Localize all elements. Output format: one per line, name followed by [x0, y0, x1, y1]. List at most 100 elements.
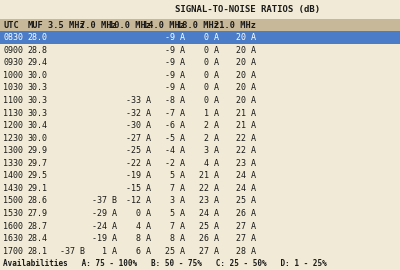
Text: 5 A: 5 A	[170, 209, 185, 218]
Text: 1500: 1500	[3, 197, 23, 205]
Text: 14.0 MHz: 14.0 MHz	[143, 21, 185, 30]
Text: 2 A: 2 A	[204, 134, 219, 143]
Text: 22 A: 22 A	[199, 184, 219, 193]
Text: 4 A: 4 A	[136, 222, 151, 231]
Text: 22 A: 22 A	[236, 146, 256, 155]
Text: 3 A: 3 A	[170, 197, 185, 205]
Text: 22 A: 22 A	[236, 134, 256, 143]
Text: 27 A: 27 A	[236, 234, 256, 243]
Text: 0 A: 0 A	[136, 209, 151, 218]
Text: -9 A: -9 A	[165, 33, 185, 42]
Text: 1330: 1330	[3, 159, 23, 168]
Text: 25 A: 25 A	[199, 222, 219, 231]
Text: 1600: 1600	[3, 222, 23, 231]
Text: 27.9: 27.9	[27, 209, 47, 218]
Text: 23 A: 23 A	[199, 197, 219, 205]
Text: 4 A: 4 A	[204, 159, 219, 168]
Bar	[0, 31, 400, 44]
Text: 1630: 1630	[3, 234, 23, 243]
Text: SIGNAL-TO-NOISE RATIOS (dB): SIGNAL-TO-NOISE RATIOS (dB)	[176, 5, 320, 14]
Text: 0 A: 0 A	[204, 46, 219, 55]
Text: 0830: 0830	[3, 33, 23, 42]
Text: 30.0: 30.0	[27, 71, 47, 80]
Text: 0930: 0930	[3, 58, 23, 67]
Text: 3 A: 3 A	[204, 146, 219, 155]
Text: 1530: 1530	[3, 209, 23, 218]
Text: -27 A: -27 A	[126, 134, 151, 143]
Text: 27 A: 27 A	[199, 247, 219, 256]
Text: -4 A: -4 A	[165, 146, 185, 155]
Text: 29.1: 29.1	[27, 184, 47, 193]
Text: MUF: MUF	[27, 21, 43, 30]
Text: 1430: 1430	[3, 184, 23, 193]
Text: -37 B: -37 B	[92, 197, 117, 205]
Text: 20 A: 20 A	[236, 71, 256, 80]
Text: 10.0 MHz: 10.0 MHz	[109, 21, 151, 30]
Text: 20 A: 20 A	[236, 33, 256, 42]
Text: 0 A: 0 A	[204, 83, 219, 92]
Text: 28.7: 28.7	[27, 222, 47, 231]
Text: 1 A: 1 A	[102, 247, 117, 256]
Text: 1 A: 1 A	[204, 109, 219, 117]
Text: -25 A: -25 A	[126, 146, 151, 155]
Text: 0 A: 0 A	[204, 71, 219, 80]
Text: -32 A: -32 A	[126, 109, 151, 117]
Text: 28.0: 28.0	[27, 33, 47, 42]
Text: 20 A: 20 A	[236, 96, 256, 105]
Text: 30.4: 30.4	[27, 121, 47, 130]
Text: 20 A: 20 A	[236, 58, 256, 67]
Text: 29.5: 29.5	[27, 171, 47, 180]
Text: 28.4: 28.4	[27, 234, 47, 243]
Text: 30.3: 30.3	[27, 83, 47, 92]
Text: -33 A: -33 A	[126, 96, 151, 105]
Text: 20 A: 20 A	[236, 46, 256, 55]
Text: 1230: 1230	[3, 134, 23, 143]
Text: -8 A: -8 A	[165, 96, 185, 105]
Text: -24 A: -24 A	[92, 222, 117, 231]
Text: 27 A: 27 A	[236, 222, 256, 231]
Text: -9 A: -9 A	[165, 46, 185, 55]
Text: 7 A: 7 A	[170, 222, 185, 231]
Text: 1000: 1000	[3, 71, 23, 80]
Text: -19 A: -19 A	[92, 234, 117, 243]
Text: 5 A: 5 A	[170, 171, 185, 180]
Text: 3.5 MHz: 3.5 MHz	[48, 21, 85, 30]
Text: 7.0 MHz: 7.0 MHz	[80, 21, 117, 30]
Text: 0900: 0900	[3, 46, 23, 55]
Text: 1400: 1400	[3, 171, 23, 180]
Text: 20 A: 20 A	[236, 83, 256, 92]
Text: 0 A: 0 A	[204, 33, 219, 42]
Text: Availabilities   A: 75 - 100%   B: 50 - 75%   C: 25 - 50%   D: 1 - 25%: Availabilities A: 75 - 100% B: 50 - 75% …	[3, 259, 327, 268]
Bar	[0, 19, 400, 31]
Text: UTC: UTC	[3, 21, 19, 30]
Text: -9 A: -9 A	[165, 58, 185, 67]
Text: -9 A: -9 A	[165, 83, 185, 92]
Text: 24 A: 24 A	[236, 184, 256, 193]
Text: -29 A: -29 A	[92, 209, 117, 218]
Text: -12 A: -12 A	[126, 197, 151, 205]
Text: 29.4: 29.4	[27, 58, 47, 67]
Text: 30.3: 30.3	[27, 96, 47, 105]
Text: 29.7: 29.7	[27, 159, 47, 168]
Text: 1130: 1130	[3, 109, 23, 117]
Text: 23 A: 23 A	[236, 159, 256, 168]
Text: 25 A: 25 A	[165, 247, 185, 256]
Text: 28.8: 28.8	[27, 46, 47, 55]
Text: -9 A: -9 A	[165, 71, 185, 80]
Text: -37 B: -37 B	[60, 247, 85, 256]
Text: -2 A: -2 A	[165, 159, 185, 168]
Text: -15 A: -15 A	[126, 184, 151, 193]
Text: 28.1: 28.1	[27, 247, 47, 256]
Text: 21.0 MHz: 21.0 MHz	[214, 21, 256, 30]
Text: 1100: 1100	[3, 96, 23, 105]
Text: 6 A: 6 A	[136, 247, 151, 256]
Text: 8 A: 8 A	[170, 234, 185, 243]
Text: -19 A: -19 A	[126, 171, 151, 180]
Text: 7 A: 7 A	[170, 184, 185, 193]
Text: -6 A: -6 A	[165, 121, 185, 130]
Text: 2 A: 2 A	[204, 121, 219, 130]
Text: 0 A: 0 A	[204, 58, 219, 67]
Text: 25 A: 25 A	[236, 197, 256, 205]
Text: 29.9: 29.9	[27, 146, 47, 155]
Text: 26 A: 26 A	[236, 209, 256, 218]
